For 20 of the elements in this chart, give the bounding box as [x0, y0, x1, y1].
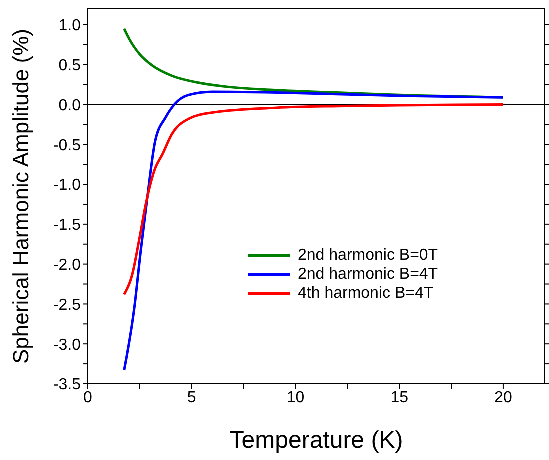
y-tick-label: -3.0: [53, 336, 82, 354]
y-axis-title: Spherical Harmonic Amplitude (%): [8, 28, 34, 364]
y-tick-label: -2.5: [53, 296, 82, 314]
y-tick-label: -1.5: [53, 217, 82, 234]
y-tick-label: -0.5: [53, 137, 82, 154]
y-tick-label: -2.0: [53, 257, 82, 274]
legend-label: 2nd harmonic B=4T: [298, 265, 438, 284]
legend-label: 2nd harmonic B=0T: [298, 246, 438, 265]
x-axis-title: Temperature (K): [230, 427, 404, 454]
y-tick-label: -3.5: [53, 376, 82, 394]
y-tick-label: -1.0: [53, 177, 82, 194]
x-tick-label: 5: [187, 389, 196, 406]
x-tick-label: 10: [286, 389, 305, 406]
y-tick-label: 1.0: [58, 18, 82, 35]
x-tick-label: 0: [84, 389, 93, 406]
y-tick-label: 0.0: [58, 97, 82, 114]
x-tick-label: 20: [494, 389, 512, 406]
y-tick-label: 0.5: [58, 58, 82, 75]
x-tick-label: 15: [390, 389, 409, 406]
legend-label: 4th harmonic B=4T: [298, 284, 434, 303]
